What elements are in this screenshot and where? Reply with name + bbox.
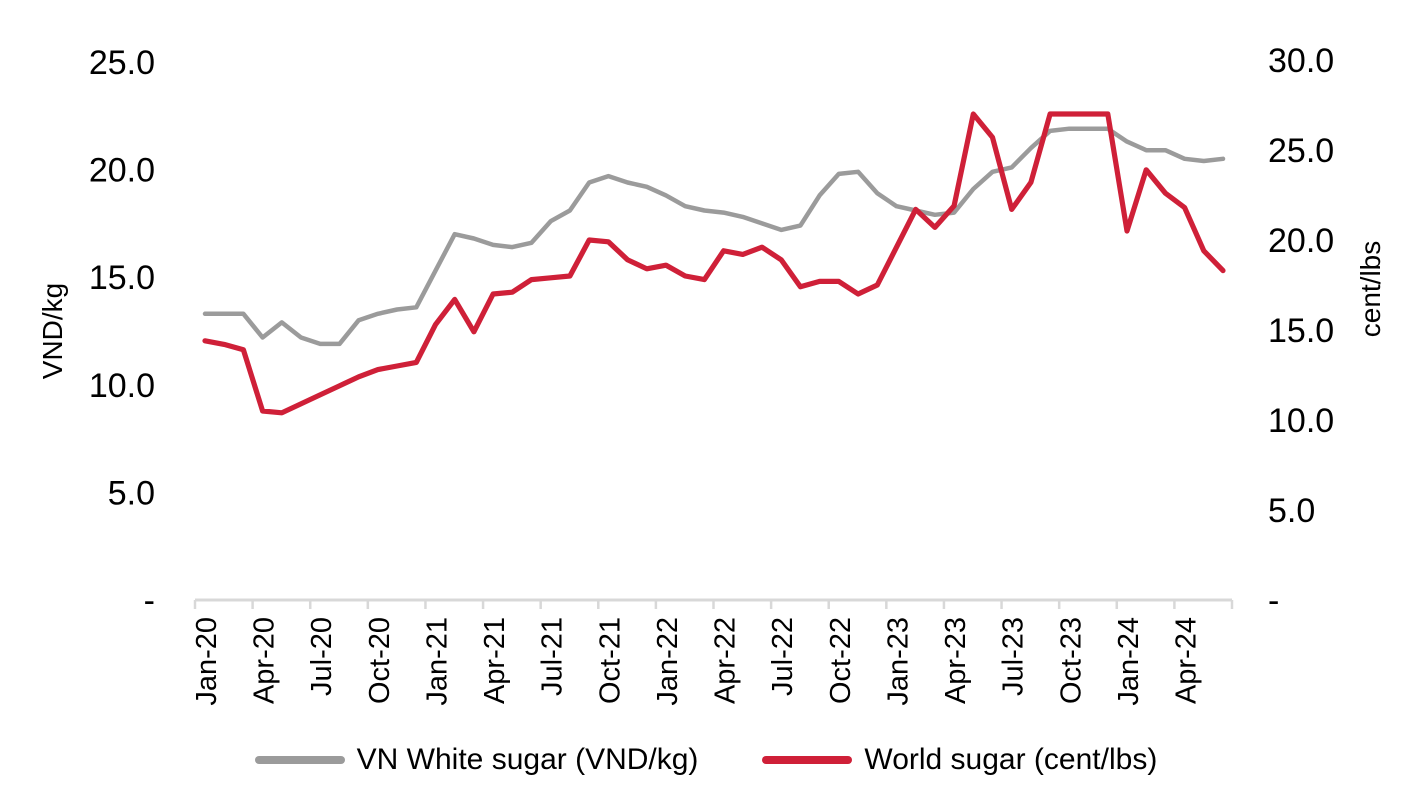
y-axis-right-tick-label: 30.0 — [1268, 42, 1334, 80]
x-axis-tick-label: Apr-22 — [710, 617, 742, 704]
x-axis-tick-label: Apr-20 — [249, 617, 281, 704]
x-axis-tick-label: Oct-22 — [825, 617, 857, 704]
x-axis-tick-label: Apr-24 — [1171, 617, 1203, 704]
x-axis-tick-label: Jan-21 — [421, 617, 453, 706]
y-axis-right-tick-label: 10.0 — [1268, 402, 1334, 440]
x-axis-tick-label: Jul-21 — [537, 617, 569, 696]
legend-item-world-sugar: World sugar (cent/lbs) — [762, 743, 1157, 777]
x-axis-tick-label: Oct-23 — [1055, 617, 1087, 704]
legend-item-vn-white-sugar: VN White sugar (VND/kg) — [254, 743, 699, 777]
x-axis-tick-label: Oct-20 — [364, 617, 396, 704]
y-axis-left-tick-label: 20.0 — [89, 152, 155, 190]
legend-label-vn-white-sugar: VN White sugar (VND/kg) — [356, 743, 699, 776]
y-axis-right-tick-label: - — [1268, 582, 1279, 620]
y-axis-left-tick-label: - — [144, 582, 155, 620]
x-axis — [193, 598, 1234, 609]
series-world-sugar-line — [202, 111, 1226, 416]
legend-swatch-vn-white-sugar — [254, 756, 345, 764]
x-axis-labels: Jan-20 Apr-20 Jul-20 Oct-20 Jan-21 Apr-21 Jul-… — [191, 617, 1203, 706]
x-axis-tick-label: Jan-23 — [882, 617, 914, 706]
x-axis-tick-label: Jul-22 — [767, 617, 799, 696]
legend-label-world-sugar: World sugar (cent/lbs) — [864, 743, 1158, 776]
right-axis-title: cent/lbs — [1355, 241, 1386, 338]
legend: VN White sugar (VND/kg) World sugar (cen… — [0, 736, 1412, 784]
x-axis-tick-label: Oct-21 — [594, 617, 626, 704]
x-axis-tick-label: Jan-24 — [1113, 617, 1145, 706]
legend-swatch-world-sugar — [762, 756, 853, 764]
y-axis-left-tick-label: 25.0 — [89, 44, 155, 82]
x-axis-tick-label: Jan-22 — [652, 617, 684, 706]
series-vn-white-sugar-line — [202, 126, 1226, 347]
y-axis-right-tick-label: 15.0 — [1268, 312, 1334, 350]
y-axis-right-tick-label: 25.0 — [1268, 132, 1334, 170]
y-axis-left-tick-label: 10.0 — [89, 367, 155, 405]
x-axis-tick-label: Jul-20 — [306, 617, 338, 696]
y-axis-right-tick-label: 5.0 — [1268, 492, 1315, 530]
x-axis-tick-label: Jan-20 — [191, 617, 223, 706]
y-axis-right-labels: 30.0 25.0 20.0 15.0 10.0 5.0 - — [1268, 42, 1334, 620]
y-axis-right-tick-label: 20.0 — [1268, 222, 1334, 260]
y-axis-left-labels: 25.0 20.0 15.0 10.0 5.0 - — [89, 44, 155, 620]
chart-canvas: 25.0 20.0 15.0 10.0 5.0 - 30.0 25.0 20.0 15.0 10.0… — [37, 42, 1386, 706]
x-axis-tick-label: Apr-21 — [479, 617, 511, 704]
left-axis-title: VND/kg — [37, 283, 68, 379]
x-axis-tick-label: Apr-23 — [940, 617, 972, 704]
y-axis-left-tick-label: 15.0 — [89, 259, 155, 297]
y-axis-left-tick-label: 5.0 — [108, 474, 155, 512]
x-axis-tick-label: Jul-23 — [998, 617, 1030, 696]
